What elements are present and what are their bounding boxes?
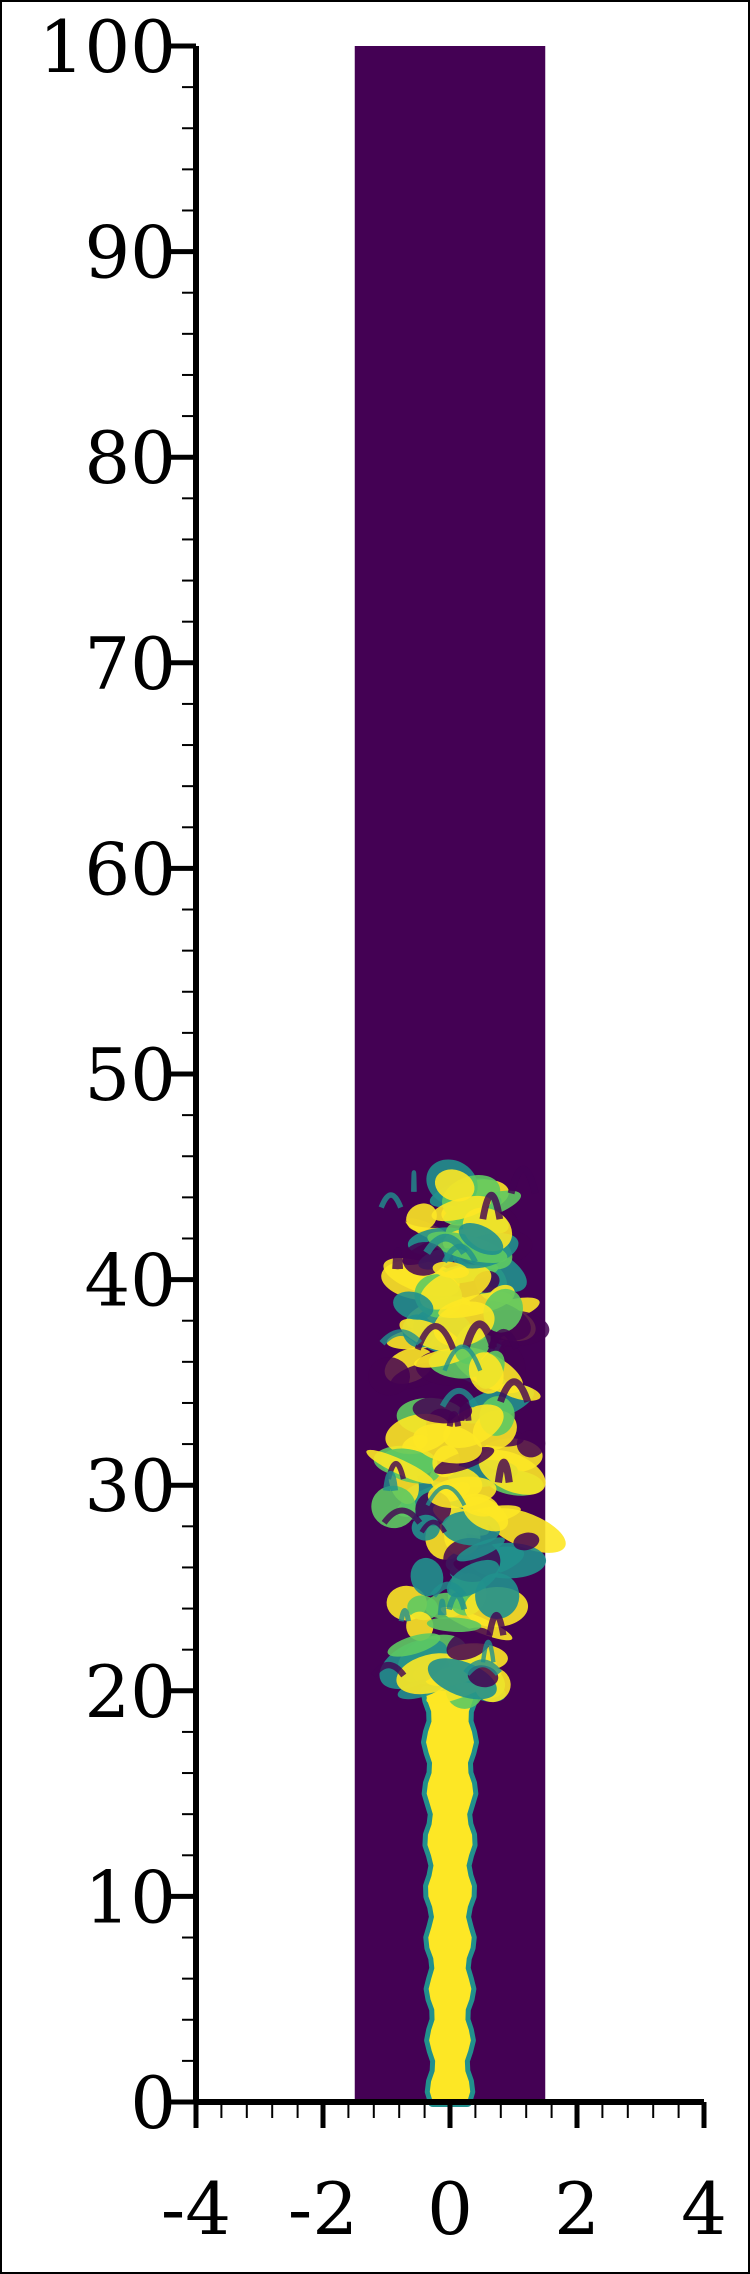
plume-filament xyxy=(392,1247,404,1270)
plume-swirl xyxy=(516,1430,546,1458)
plume-swirl xyxy=(393,1291,434,1320)
y-tick-label: 40 xyxy=(84,1239,176,1323)
plume-filament xyxy=(398,1607,411,1622)
y-tick-label: 70 xyxy=(84,622,176,706)
plume-filament xyxy=(446,1410,462,1427)
plume-swirl xyxy=(460,1493,499,1517)
plume-swirl xyxy=(368,1357,410,1396)
plume-swirl xyxy=(513,1532,540,1551)
plot-area xyxy=(354,46,566,2107)
plume-filament xyxy=(487,1329,520,1350)
plume-filament xyxy=(437,1598,447,1616)
y-tick-label: 100 xyxy=(39,5,176,89)
plume-filament xyxy=(381,1507,423,1525)
plume-filament xyxy=(446,1592,468,1611)
x-tick-label: 4 xyxy=(681,2167,727,2251)
y-tick-label: 30 xyxy=(84,1444,176,1528)
plume-filament xyxy=(463,1659,503,1677)
plume-filament xyxy=(383,1470,399,1492)
plume-filament xyxy=(430,1581,467,1598)
plume-swirl xyxy=(412,1423,483,1464)
plume-swirl xyxy=(371,1485,416,1529)
y-tick-label: 0 xyxy=(130,2061,176,2145)
y-tick-label: 90 xyxy=(84,211,176,295)
x-tick-label: -4 xyxy=(161,2167,231,2251)
plume-filament xyxy=(486,1611,507,1636)
x-tick-label: 2 xyxy=(554,2167,600,2251)
plume-swirl xyxy=(410,1557,444,1597)
plume-swirl xyxy=(467,1665,499,1688)
plume-filament xyxy=(479,1192,504,1220)
plume-filament xyxy=(419,1519,448,1534)
plume-filament xyxy=(378,1192,404,1209)
plume-filament xyxy=(439,1387,479,1408)
plume-filament xyxy=(507,1166,539,1195)
plume-swirl xyxy=(434,1169,475,1202)
plume-swirl xyxy=(458,1223,504,1256)
y-tick-label: 10 xyxy=(84,1855,176,1939)
jet-stem xyxy=(425,1690,475,2102)
plume-filament xyxy=(480,1639,496,1663)
plume-swirl xyxy=(387,1633,441,1657)
plume-filament xyxy=(442,1344,483,1372)
y-tick-label: 60 xyxy=(84,827,176,911)
plume-swirl xyxy=(446,1627,493,1661)
plume-swirl xyxy=(475,1573,520,1619)
y-tick-label: 50 xyxy=(84,1033,176,1117)
x-tick-label: 0 xyxy=(427,2167,473,2251)
plume-swirl xyxy=(478,1450,546,1495)
plume-filament xyxy=(462,1320,498,1350)
plume-swirl xyxy=(456,1537,505,1562)
plume-filament xyxy=(411,1170,417,1192)
y-tick-label: 20 xyxy=(84,1650,176,1734)
plume-filament xyxy=(370,1661,407,1678)
plume-swirl xyxy=(406,1203,437,1232)
plume-swirl xyxy=(431,1195,492,1222)
plume-swirl xyxy=(432,1261,470,1279)
plume-filament xyxy=(458,1398,472,1421)
plume-filament xyxy=(494,1458,513,1483)
plume-filament xyxy=(441,1243,478,1264)
x-tick-label: -2 xyxy=(288,2167,358,2251)
plume-filament xyxy=(379,1329,423,1346)
plume-filament xyxy=(425,1485,467,1507)
plume-filament xyxy=(497,1378,532,1403)
plume-swirl xyxy=(419,1265,492,1310)
plume-swirl xyxy=(426,1617,482,1633)
y-tick-label: 80 xyxy=(84,416,176,500)
